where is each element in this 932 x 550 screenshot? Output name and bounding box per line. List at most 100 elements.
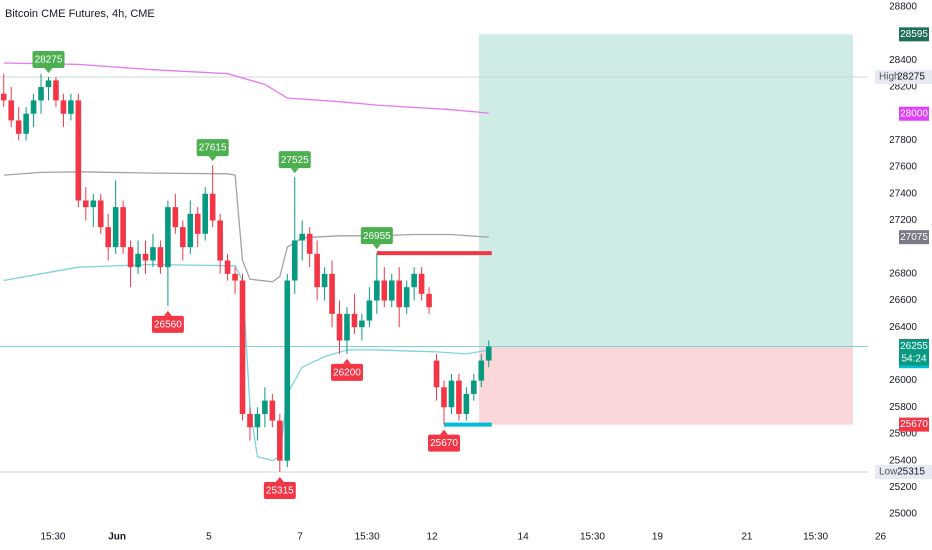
candle-body: [83, 200, 89, 208]
y-tick-label: 27200: [889, 215, 917, 226]
candle-body: [45, 80, 52, 88]
y-tick-label: 28400: [889, 55, 917, 66]
indicator-line: [3, 62, 489, 114]
plot-area: 28275 27615 27525 26955 26560 26200 25315 25670: [0, 34, 868, 499]
pivot-pointer: [439, 429, 448, 435]
pivot-pointer: [290, 168, 299, 174]
pivot-badge: [151, 315, 184, 333]
pivot-badge: [330, 363, 363, 381]
y-tick-label: 25800: [889, 402, 917, 413]
candle-body: [105, 227, 111, 248]
price-badge-label: 25670: [900, 419, 928, 430]
candle-body: [299, 233, 306, 241]
y-tick-label: 25000: [889, 509, 917, 520]
y-tick-label: 26400: [889, 322, 917, 333]
pivot-badge: [360, 227, 393, 245]
y-tick-label: 25200: [889, 482, 917, 493]
candle-body: [269, 400, 276, 421]
candle-body: [359, 320, 365, 328]
candle-body: [97, 200, 104, 228]
candle-body: [277, 420, 283, 461]
candle-body: [75, 100, 82, 201]
candle-body: [291, 240, 298, 281]
extreme-label: Low: [879, 467, 898, 478]
candle-body: [142, 253, 149, 261]
candle-body: [165, 207, 171, 268]
candle-body: [135, 253, 141, 268]
candle-body: [254, 413, 261, 428]
candle-body: [321, 273, 328, 288]
x-tick-label: 15:30: [40, 532, 65, 543]
pivot-label: 27615: [199, 143, 227, 154]
candle-body: [448, 380, 455, 408]
pivot-label: 26955: [363, 231, 391, 242]
candle-body: [374, 280, 380, 301]
candle-body: [336, 313, 343, 341]
y-tick-label: 26800: [889, 268, 917, 279]
x-tick-label: 7: [297, 532, 303, 543]
countdown: 54:24: [901, 354, 926, 365]
candle-body: [485, 346, 492, 361]
x-tick-label: 15:30: [580, 532, 605, 543]
candle-body: [209, 193, 216, 221]
chart-title: Bitcoin CME Futures, 4h, CME: [5, 8, 155, 20]
pivot-label: 26200: [333, 368, 361, 379]
candle-body: [284, 280, 291, 461]
candle-body: [247, 413, 253, 428]
y-tick-label: 25600: [889, 429, 917, 440]
pivot-badge: [32, 51, 65, 69]
pivot-label: 27525: [281, 155, 309, 166]
candle-body: [150, 247, 156, 261]
stop-zone: [479, 346, 853, 425]
candle-body: [157, 247, 164, 268]
candle-body: [403, 287, 410, 308]
countdown-badge: [899, 352, 929, 366]
candle-body: [456, 380, 462, 414]
candle-body: [396, 280, 403, 308]
y-tick-label: 28800: [889, 2, 917, 13]
pivot-label: 25670: [430, 438, 458, 449]
extreme-label: High: [879, 72, 900, 83]
x-tick-label: 14: [518, 532, 530, 543]
candle-body: [471, 380, 477, 394]
x-tick-label: 19: [652, 532, 664, 543]
pivot-badge: [427, 434, 460, 452]
y-tick-label: 26600: [889, 295, 917, 306]
y-tick-label: 28200: [889, 82, 917, 93]
candle-body: [187, 213, 194, 248]
pivot-pointer: [208, 156, 217, 162]
y-tick-label: 27600: [889, 162, 917, 173]
candle-body: [127, 247, 134, 268]
pivot-badge: [196, 139, 229, 157]
candle-body: [329, 273, 335, 314]
price-badge: [899, 339, 929, 354]
y-tick-label: 27800: [889, 135, 917, 146]
price-badge-label: 26255: [900, 341, 928, 352]
price-badge-label: 28595: [900, 29, 928, 40]
candle-body: [306, 233, 313, 254]
candle-body: [411, 273, 417, 288]
candle-body: [239, 280, 246, 414]
candle-body: [388, 280, 395, 301]
price-badge-label: 28000: [900, 108, 928, 119]
candle-body: [60, 100, 67, 114]
pivot-pointer: [163, 310, 172, 316]
candle-body: [172, 207, 179, 228]
pivot-label: 28275: [35, 55, 63, 66]
x-tick-label: 12: [426, 532, 438, 543]
candle-body: [68, 100, 74, 114]
candle-body: [23, 113, 29, 134]
pivot-pointer: [44, 68, 53, 74]
extreme-value: 25315: [897, 467, 925, 478]
x-tick-label: 5: [206, 532, 212, 543]
price-badge: [899, 27, 929, 42]
candle-body: [180, 227, 186, 248]
candle-body: [426, 293, 432, 308]
candle-body: [314, 253, 320, 288]
price-badge: [899, 106, 929, 121]
x-tick-label: 26: [875, 532, 887, 543]
pivot-pointer: [275, 476, 284, 482]
candle-body: [351, 313, 358, 328]
